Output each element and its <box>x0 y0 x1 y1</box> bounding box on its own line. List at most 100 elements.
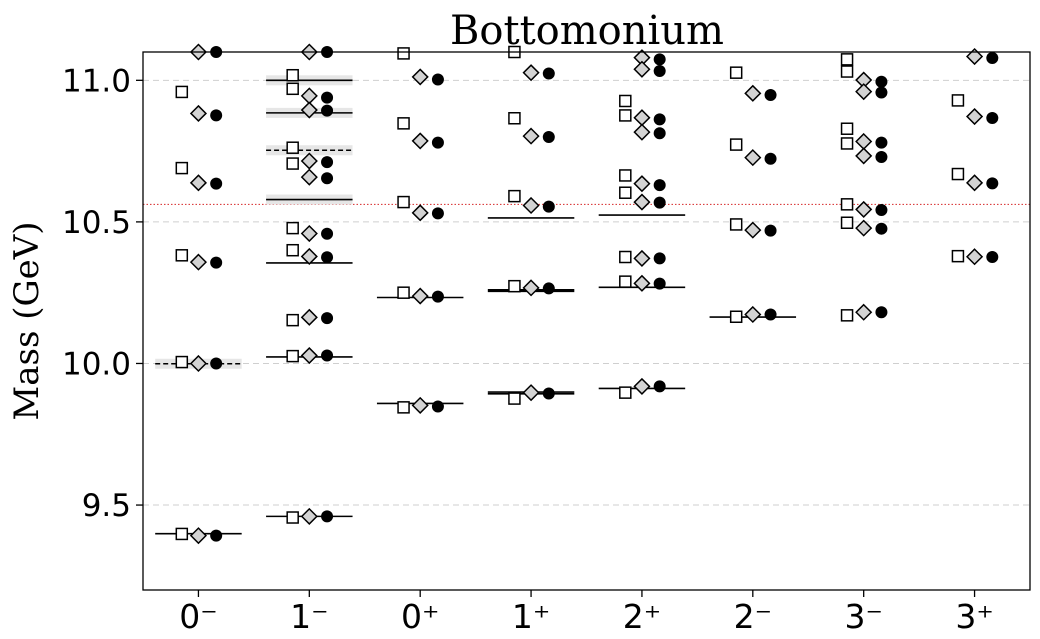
square-marker <box>286 68 299 82</box>
circle-marker <box>431 73 444 86</box>
diamond-marker <box>633 109 651 127</box>
diamond-marker <box>744 149 762 167</box>
diamond-marker <box>189 527 207 545</box>
square-marker <box>175 355 189 369</box>
diamond-marker <box>189 253 207 271</box>
circle-marker <box>542 200 555 213</box>
diamond-marker <box>189 174 207 192</box>
square-marker <box>286 141 299 154</box>
square-marker <box>619 94 632 108</box>
diamond-marker <box>633 60 651 78</box>
diamond-marker <box>744 305 762 324</box>
square-marker <box>397 117 410 130</box>
square-marker <box>175 161 189 175</box>
diamond-marker <box>522 384 540 402</box>
diamond-marker <box>411 396 429 414</box>
circle-marker <box>431 290 444 303</box>
diamond-marker <box>300 152 318 170</box>
diamond-marker <box>411 132 429 150</box>
diamond-marker <box>522 196 540 215</box>
square-marker <box>729 310 743 324</box>
circle-marker <box>321 349 334 362</box>
diamond-marker <box>189 354 207 373</box>
diamond-marker <box>522 127 540 145</box>
square-marker <box>286 221 299 235</box>
diamond-marker <box>189 104 207 123</box>
y-tick-label: 10.5 <box>62 205 131 241</box>
square-marker <box>840 53 854 66</box>
square-marker <box>175 249 189 262</box>
plot-frame <box>142 51 1031 591</box>
y-tick-label: 9.5 <box>82 488 131 524</box>
square-marker <box>840 216 854 229</box>
diamond-marker <box>633 274 651 292</box>
circle-marker <box>653 196 666 209</box>
square-marker <box>397 286 410 299</box>
circle-marker <box>875 151 888 164</box>
diamond-marker <box>633 175 651 193</box>
square-marker <box>508 279 521 293</box>
diamond-marker <box>855 132 873 151</box>
diamond-marker <box>300 224 318 243</box>
circle-marker <box>986 51 999 64</box>
circle-marker <box>542 67 555 80</box>
x-tick-label: 3⁻ <box>844 597 882 636</box>
diamond-marker <box>300 247 318 266</box>
diamond-marker <box>300 87 318 105</box>
square-marker <box>619 250 632 264</box>
diamond-marker <box>522 279 540 297</box>
circle-marker <box>875 204 888 217</box>
diamond-marker <box>300 168 318 186</box>
diamond-marker <box>966 174 984 192</box>
circle-marker <box>321 156 334 169</box>
diamond-marker <box>966 47 984 66</box>
circle-marker <box>321 312 334 325</box>
square-marker <box>619 275 632 288</box>
diamond-marker <box>855 219 873 237</box>
square-marker <box>729 218 743 231</box>
grid-lines <box>143 79 1030 506</box>
diamond-marker <box>411 287 429 305</box>
circle-marker <box>875 86 888 99</box>
square-marker <box>619 169 632 182</box>
circle-marker <box>210 529 223 542</box>
square-marker <box>951 167 965 181</box>
circle-marker <box>210 109 223 122</box>
circle-marker <box>431 400 444 413</box>
square-marker <box>397 47 410 60</box>
diamond-marker <box>300 101 318 119</box>
circle-marker <box>653 380 666 393</box>
square-marker <box>286 313 299 327</box>
circle-marker <box>764 152 777 165</box>
y-axis: 9.5 10.0 10.5 11.0 <box>62 63 143 524</box>
circle-marker <box>431 207 444 220</box>
circle-marker <box>653 252 666 265</box>
square-marker <box>286 82 299 96</box>
circle-marker <box>321 510 334 523</box>
diamond-marker <box>300 507 318 525</box>
diamond-marker <box>855 83 873 101</box>
circle-marker <box>321 227 334 240</box>
square-marker <box>840 198 854 211</box>
circle-marker <box>210 357 223 370</box>
circle-marker <box>653 277 666 290</box>
diamond-marker <box>744 221 762 239</box>
circle-marker <box>542 130 555 143</box>
diamond-marker <box>966 107 984 126</box>
diamond-marker <box>633 377 651 395</box>
square-marker <box>619 186 632 199</box>
square-marker <box>840 65 854 78</box>
circle-marker <box>653 127 666 140</box>
circle-marker <box>653 53 666 66</box>
circle-marker <box>764 224 777 237</box>
circle-marker <box>875 306 888 319</box>
diamond-marker <box>966 248 984 266</box>
circle-marker <box>321 104 334 117</box>
diamond-marker <box>855 200 873 218</box>
circle-marker <box>210 177 223 190</box>
diamond-marker <box>411 68 429 86</box>
circle-marker <box>986 111 999 124</box>
square-marker <box>619 386 632 399</box>
square-marker <box>840 122 854 135</box>
